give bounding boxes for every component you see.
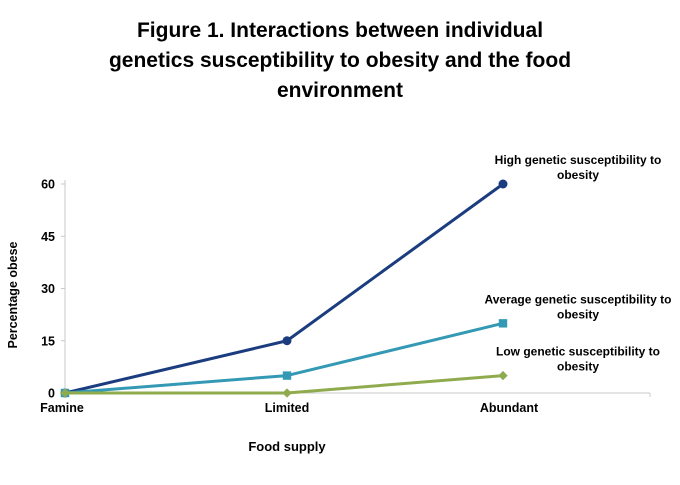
x-axis-title: Food supply <box>248 439 326 454</box>
figure-title: Figure 1. Interactions between individua… <box>108 19 572 102</box>
x-category-label-famine: Famine <box>40 401 84 415</box>
series-label-high: High genetic susceptibility to obesity <box>495 153 662 182</box>
series-marker-average-2 <box>498 319 508 328</box>
x-category-label-abundant: Abundant <box>480 401 539 415</box>
y-tick-label-45: 45 <box>41 230 55 244</box>
x-category-label-limited: Limited <box>265 401 309 415</box>
series-marker-average-1 <box>282 371 292 380</box>
series-marker-low-0 <box>60 388 70 398</box>
y-axis-title: Percentage obese <box>6 241 20 348</box>
series-label-low: Low genetic susceptibility to obesity <box>496 345 660 374</box>
series-marker-high-1 <box>282 336 292 346</box>
series-line-average <box>63 321 505 395</box>
series-label-average: Average genetic susceptibility to obesity <box>485 292 672 321</box>
series-line-high <box>63 182 505 395</box>
y-tick-label-0: 0 <box>48 387 55 401</box>
series-marker-low-2 <box>498 370 508 381</box>
series-marker-high-2 <box>498 179 508 189</box>
chart-canvas: 0 15 30 45 60 Famine Limited Abundant Food suppl… <box>6 153 672 454</box>
y-tick-label-60: 60 <box>41 178 55 192</box>
y-tick-label-15: 15 <box>41 334 55 348</box>
y-tick-label-30: 30 <box>41 282 55 296</box>
series-marker-low-1 <box>282 388 292 398</box>
